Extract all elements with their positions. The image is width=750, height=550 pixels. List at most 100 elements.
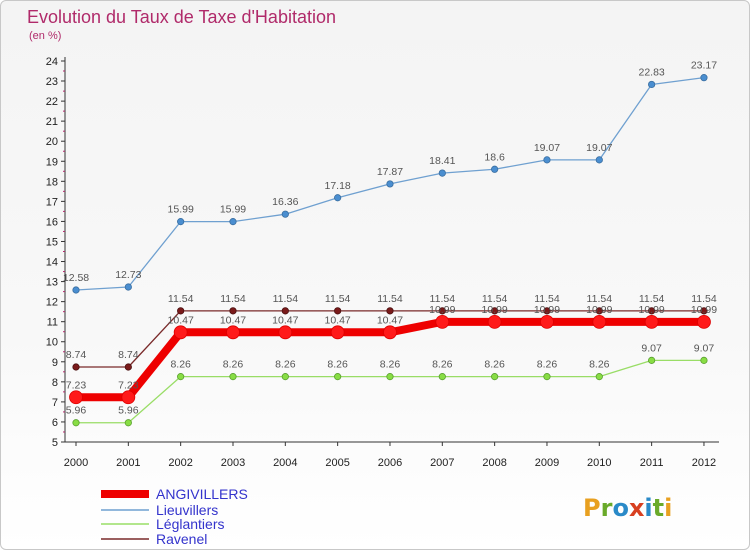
legend-item-angivillers: ANGIVILLERS [101, 486, 248, 502]
y-tick-label: 20 [46, 136, 58, 148]
data-label: 11.54 [325, 293, 351, 305]
data-label: 17.87 [377, 166, 403, 178]
data-label: 10.99 [481, 304, 507, 316]
y-tick-label: 23 [46, 76, 58, 88]
data-label: 8.26 [589, 359, 610, 371]
data-point [278, 325, 293, 340]
legend-label: ANGIVILLERS [156, 486, 248, 502]
data-label: 23.17 [691, 60, 717, 72]
data-label: 19.07 [534, 142, 560, 154]
data-label: 12.58 [63, 272, 89, 284]
data-point [229, 373, 237, 381]
data-label: 19.07 [586, 142, 612, 154]
data-label: 16.36 [272, 196, 298, 208]
data-point [72, 286, 80, 294]
y-tick-label: 12 [46, 297, 58, 309]
data-label: 9.07 [694, 342, 715, 354]
data-label: 8.26 [484, 359, 505, 371]
data-label: 8.74 [66, 349, 87, 361]
data-point [438, 307, 446, 315]
data-point [438, 169, 446, 177]
y-tick-label: 10 [46, 337, 58, 349]
x-tick-label: 2003 [221, 457, 245, 469]
x-tick-label: 2005 [325, 457, 349, 469]
data-label: 7.23 [66, 379, 87, 391]
y-tick-label: 15 [46, 236, 58, 248]
series-lieuvillers [72, 74, 708, 294]
data-point [124, 283, 132, 291]
data-point [383, 325, 397, 340]
y-tick-label: 13 [46, 277, 58, 289]
data-point [281, 210, 289, 218]
data-point [595, 373, 603, 381]
data-label: 15.99 [168, 204, 194, 216]
data-point [644, 314, 659, 329]
data-label: 8.26 [537, 359, 558, 371]
data-label: 11.54 [587, 293, 613, 305]
data-label: 10.99 [586, 304, 612, 316]
data-point [177, 307, 185, 315]
chart-title: Evolution du Taux de Taxe d'Habitation [27, 7, 336, 27]
data-point [487, 314, 502, 329]
data-point [700, 307, 708, 315]
data-label: 10.47 [377, 314, 403, 326]
data-label: 8.26 [170, 359, 191, 371]
data-label: 11.54 [691, 293, 717, 305]
data-point [334, 194, 342, 202]
data-label: 11.54 [273, 293, 299, 305]
data-label: 8.26 [380, 359, 401, 371]
x-tick-label: 2008 [482, 457, 506, 469]
data-point [595, 307, 603, 315]
x-tick-label: 2009 [535, 457, 559, 469]
data-point [177, 218, 185, 226]
data-point [491, 165, 499, 173]
data-label: 11.54 [377, 293, 403, 305]
series-l-glantiers [72, 356, 708, 427]
y-tick-label: 5 [52, 437, 58, 449]
data-point [124, 363, 132, 371]
data-point [72, 419, 80, 427]
data-point [281, 373, 289, 381]
data-label: 8.26 [432, 359, 453, 371]
data-label: 7.23 [118, 379, 139, 391]
data-label: 10.47 [168, 314, 194, 326]
y-tick-label: 7 [52, 397, 58, 409]
data-label: 10.99 [534, 304, 560, 316]
data-label: 5.96 [66, 405, 87, 417]
data-label: 8.26 [223, 359, 244, 371]
data-label: 10.47 [220, 314, 246, 326]
chart-unit-label: (en %) [29, 30, 62, 42]
y-tick-label: 8 [52, 377, 58, 389]
data-label: 11.54 [534, 293, 560, 305]
data-point [124, 419, 132, 427]
data-label: 15.99 [220, 204, 246, 216]
legend-item-ravenel: Ravenel [101, 531, 207, 547]
y-tick-label: 22 [46, 96, 58, 108]
data-label: 22.83 [638, 66, 664, 78]
legend-label: Lieuvillers [156, 502, 218, 518]
data-point [700, 356, 708, 364]
y-tick-label: 24 [46, 56, 58, 68]
y-tick-label: 14 [46, 257, 58, 269]
data-point [229, 218, 237, 226]
data-point [386, 180, 394, 188]
data-label: 10.47 [325, 314, 351, 326]
data-point [334, 373, 342, 381]
data-point [281, 307, 289, 315]
x-tick-label: 2002 [168, 457, 192, 469]
data-label: 11.54 [220, 293, 246, 305]
data-label: 11.54 [482, 293, 508, 305]
data-label: 18.41 [429, 155, 455, 167]
x-tick-label: 2006 [378, 457, 402, 469]
data-label: 12.73 [115, 269, 141, 281]
data-label: 11.54 [430, 293, 456, 305]
data-label: 11.54 [639, 293, 665, 305]
data-point [697, 314, 711, 329]
data-label: 17.18 [325, 180, 351, 192]
data-point [592, 314, 607, 329]
data-point [648, 80, 656, 89]
proxiti-logo: Proxiti [583, 494, 672, 522]
data-point [229, 307, 237, 315]
data-point [435, 314, 450, 329]
